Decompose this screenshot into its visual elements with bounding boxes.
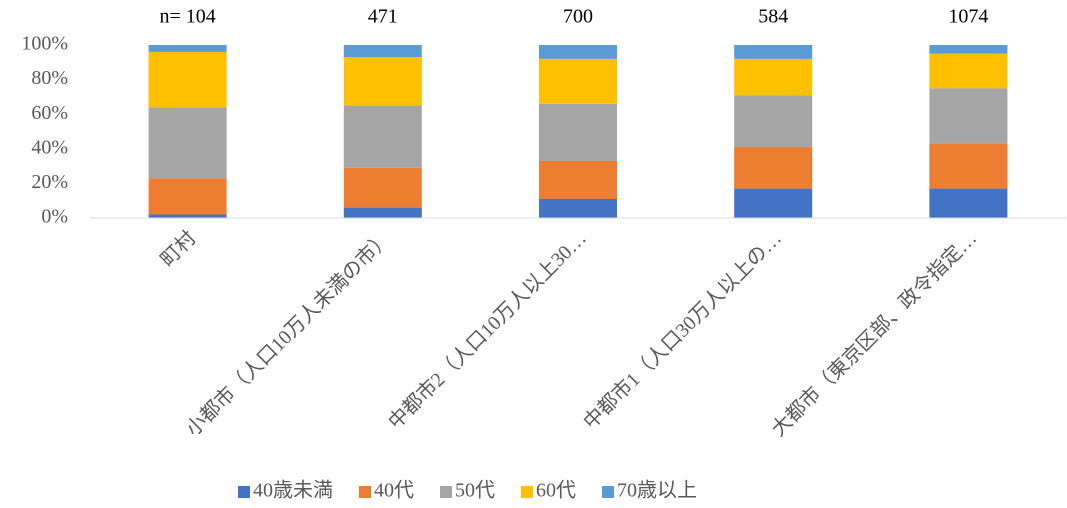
x-tick-label: 大都市（東京区部、政令指定…: [767, 227, 981, 441]
bar-segment: [929, 143, 1008, 189]
bar-segment: [148, 45, 227, 52]
x-tick-label: 町村: [156, 227, 201, 272]
bar-segment: [343, 167, 422, 208]
x-tick-label: 中都市2（人口10万人以上30…: [384, 227, 591, 434]
annotation: 700: [563, 6, 593, 28]
y-tick-label: 100%: [21, 33, 68, 55]
bar-segment: [539, 45, 617, 59]
bar-segment: [343, 57, 422, 106]
annotation: 471: [368, 6, 398, 28]
legend-label: 40歳未満: [253, 479, 333, 502]
bar-segment: [148, 214, 227, 218]
y-tick-label: 60%: [31, 102, 68, 124]
bar-segment: [148, 178, 227, 215]
bar-segment: [343, 45, 422, 58]
legend-label: 60代: [536, 479, 576, 502]
annotation: 1074: [948, 6, 988, 28]
y-tick-label: 20%: [31, 171, 68, 193]
annotation: 584: [758, 6, 788, 28]
x-tick-label: 中都市1（人口30万人以上の…: [579, 227, 786, 434]
bar-segment: [148, 107, 227, 179]
y-tick-label: 80%: [31, 67, 68, 89]
bar-segment: [539, 103, 617, 161]
legend-swatch: [521, 486, 533, 498]
bar-segment: [539, 58, 617, 104]
bar-segment: [929, 45, 1008, 54]
legend-swatch: [359, 486, 371, 498]
annotation: n= 104: [159, 6, 215, 28]
bar-segment: [539, 198, 617, 218]
x-tick-label: 小都市（人口10万人未満の市）: [181, 227, 395, 441]
bar-segment: [148, 51, 227, 108]
bar-segment: [343, 105, 422, 168]
legend-swatch: [440, 486, 452, 498]
bar-segment: [734, 45, 813, 59]
bar-segment: [734, 147, 813, 189]
bar-segment: [734, 95, 813, 148]
bar-segment: [343, 207, 422, 218]
bar-segment: [539, 160, 617, 199]
legend-swatch: [602, 486, 614, 498]
legend-swatch: [238, 486, 250, 498]
legend-label: 40代: [374, 479, 414, 502]
bar-segment: [929, 188, 1008, 218]
bar-segment: [734, 188, 813, 218]
legend-label: 70歳以上: [617, 479, 697, 502]
legend-label: 50代: [455, 479, 495, 502]
bar-segment: [929, 53, 1008, 89]
y-tick-label: 0%: [41, 206, 68, 228]
y-tick-label: 40%: [31, 136, 68, 158]
bar-segment: [929, 88, 1008, 144]
bar-segment: [734, 58, 813, 96]
